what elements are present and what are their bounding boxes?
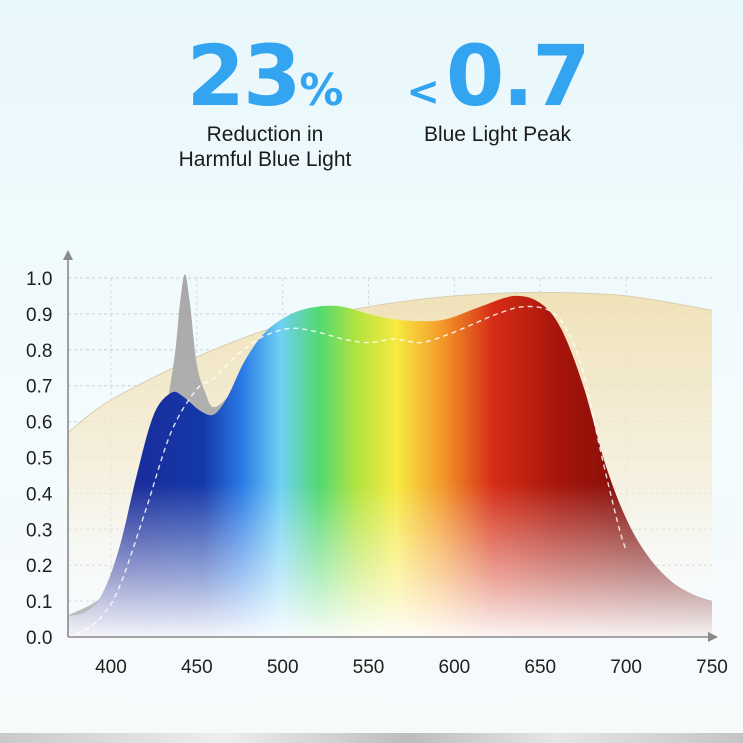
series-dashed-line [67, 305, 627, 638]
y-tick-label: 0.7 [26, 377, 52, 398]
y-tick-label: 0.6 [26, 413, 52, 434]
y-tick-label: 1.0 [26, 269, 52, 290]
chart-areas [67, 274, 713, 638]
series-spectrum-fade [68, 295, 712, 637]
stat-number: 0.7 [445, 27, 591, 125]
bottom-photo-strip [0, 733, 743, 743]
y-axis-arrow [63, 250, 73, 260]
stat-blue-light-reduction: 23% Reduction in Harmful Blue Light [150, 34, 380, 172]
y-tick-label: 0.5 [26, 449, 52, 470]
x-tick-label: 750 [696, 657, 728, 678]
y-tick-label: 0.3 [26, 520, 52, 541]
y-tick-label: 0.9 [26, 305, 52, 326]
stat-value: <0.7 [405, 34, 590, 118]
y-tick-label: 0.2 [26, 556, 52, 577]
stat-unit: % [299, 65, 344, 116]
x-tick-label: 600 [439, 657, 471, 678]
chart-tick-labels: 0.0 0.1 0.2 0.3 0.4 0.5 0.6 0.7 0.8 0.9 1.0 400 450 5… [26, 269, 728, 678]
stat-label-line2: Harmful Blue Light [178, 148, 352, 171]
y-tick-label: 0.0 [26, 628, 52, 649]
x-tick-label: 550 [353, 657, 385, 678]
stat-label-line1: Blue Light Peak [423, 123, 572, 146]
x-tick-label: 700 [610, 657, 642, 678]
stat-value: 23% [150, 34, 380, 118]
x-axis-arrow [708, 632, 718, 642]
chart-axes [63, 250, 718, 642]
x-tick-label: 400 [95, 657, 127, 678]
y-tick-label: 0.8 [26, 341, 52, 362]
stat-label-line1: Reduction in [206, 123, 324, 146]
stat-blue-light-peak: <0.7 Blue Light Peak [405, 34, 590, 147]
series-sunlight-line [67, 291, 713, 433]
stat-prefix: < [406, 69, 440, 115]
stat-number: 23 [186, 27, 302, 125]
y-tick-label: 0.4 [26, 484, 53, 505]
x-tick-label: 500 [267, 657, 299, 678]
x-tick-label: 650 [524, 657, 556, 678]
x-tick-label: 450 [181, 657, 213, 678]
y-tick-label: 0.1 [26, 592, 52, 613]
